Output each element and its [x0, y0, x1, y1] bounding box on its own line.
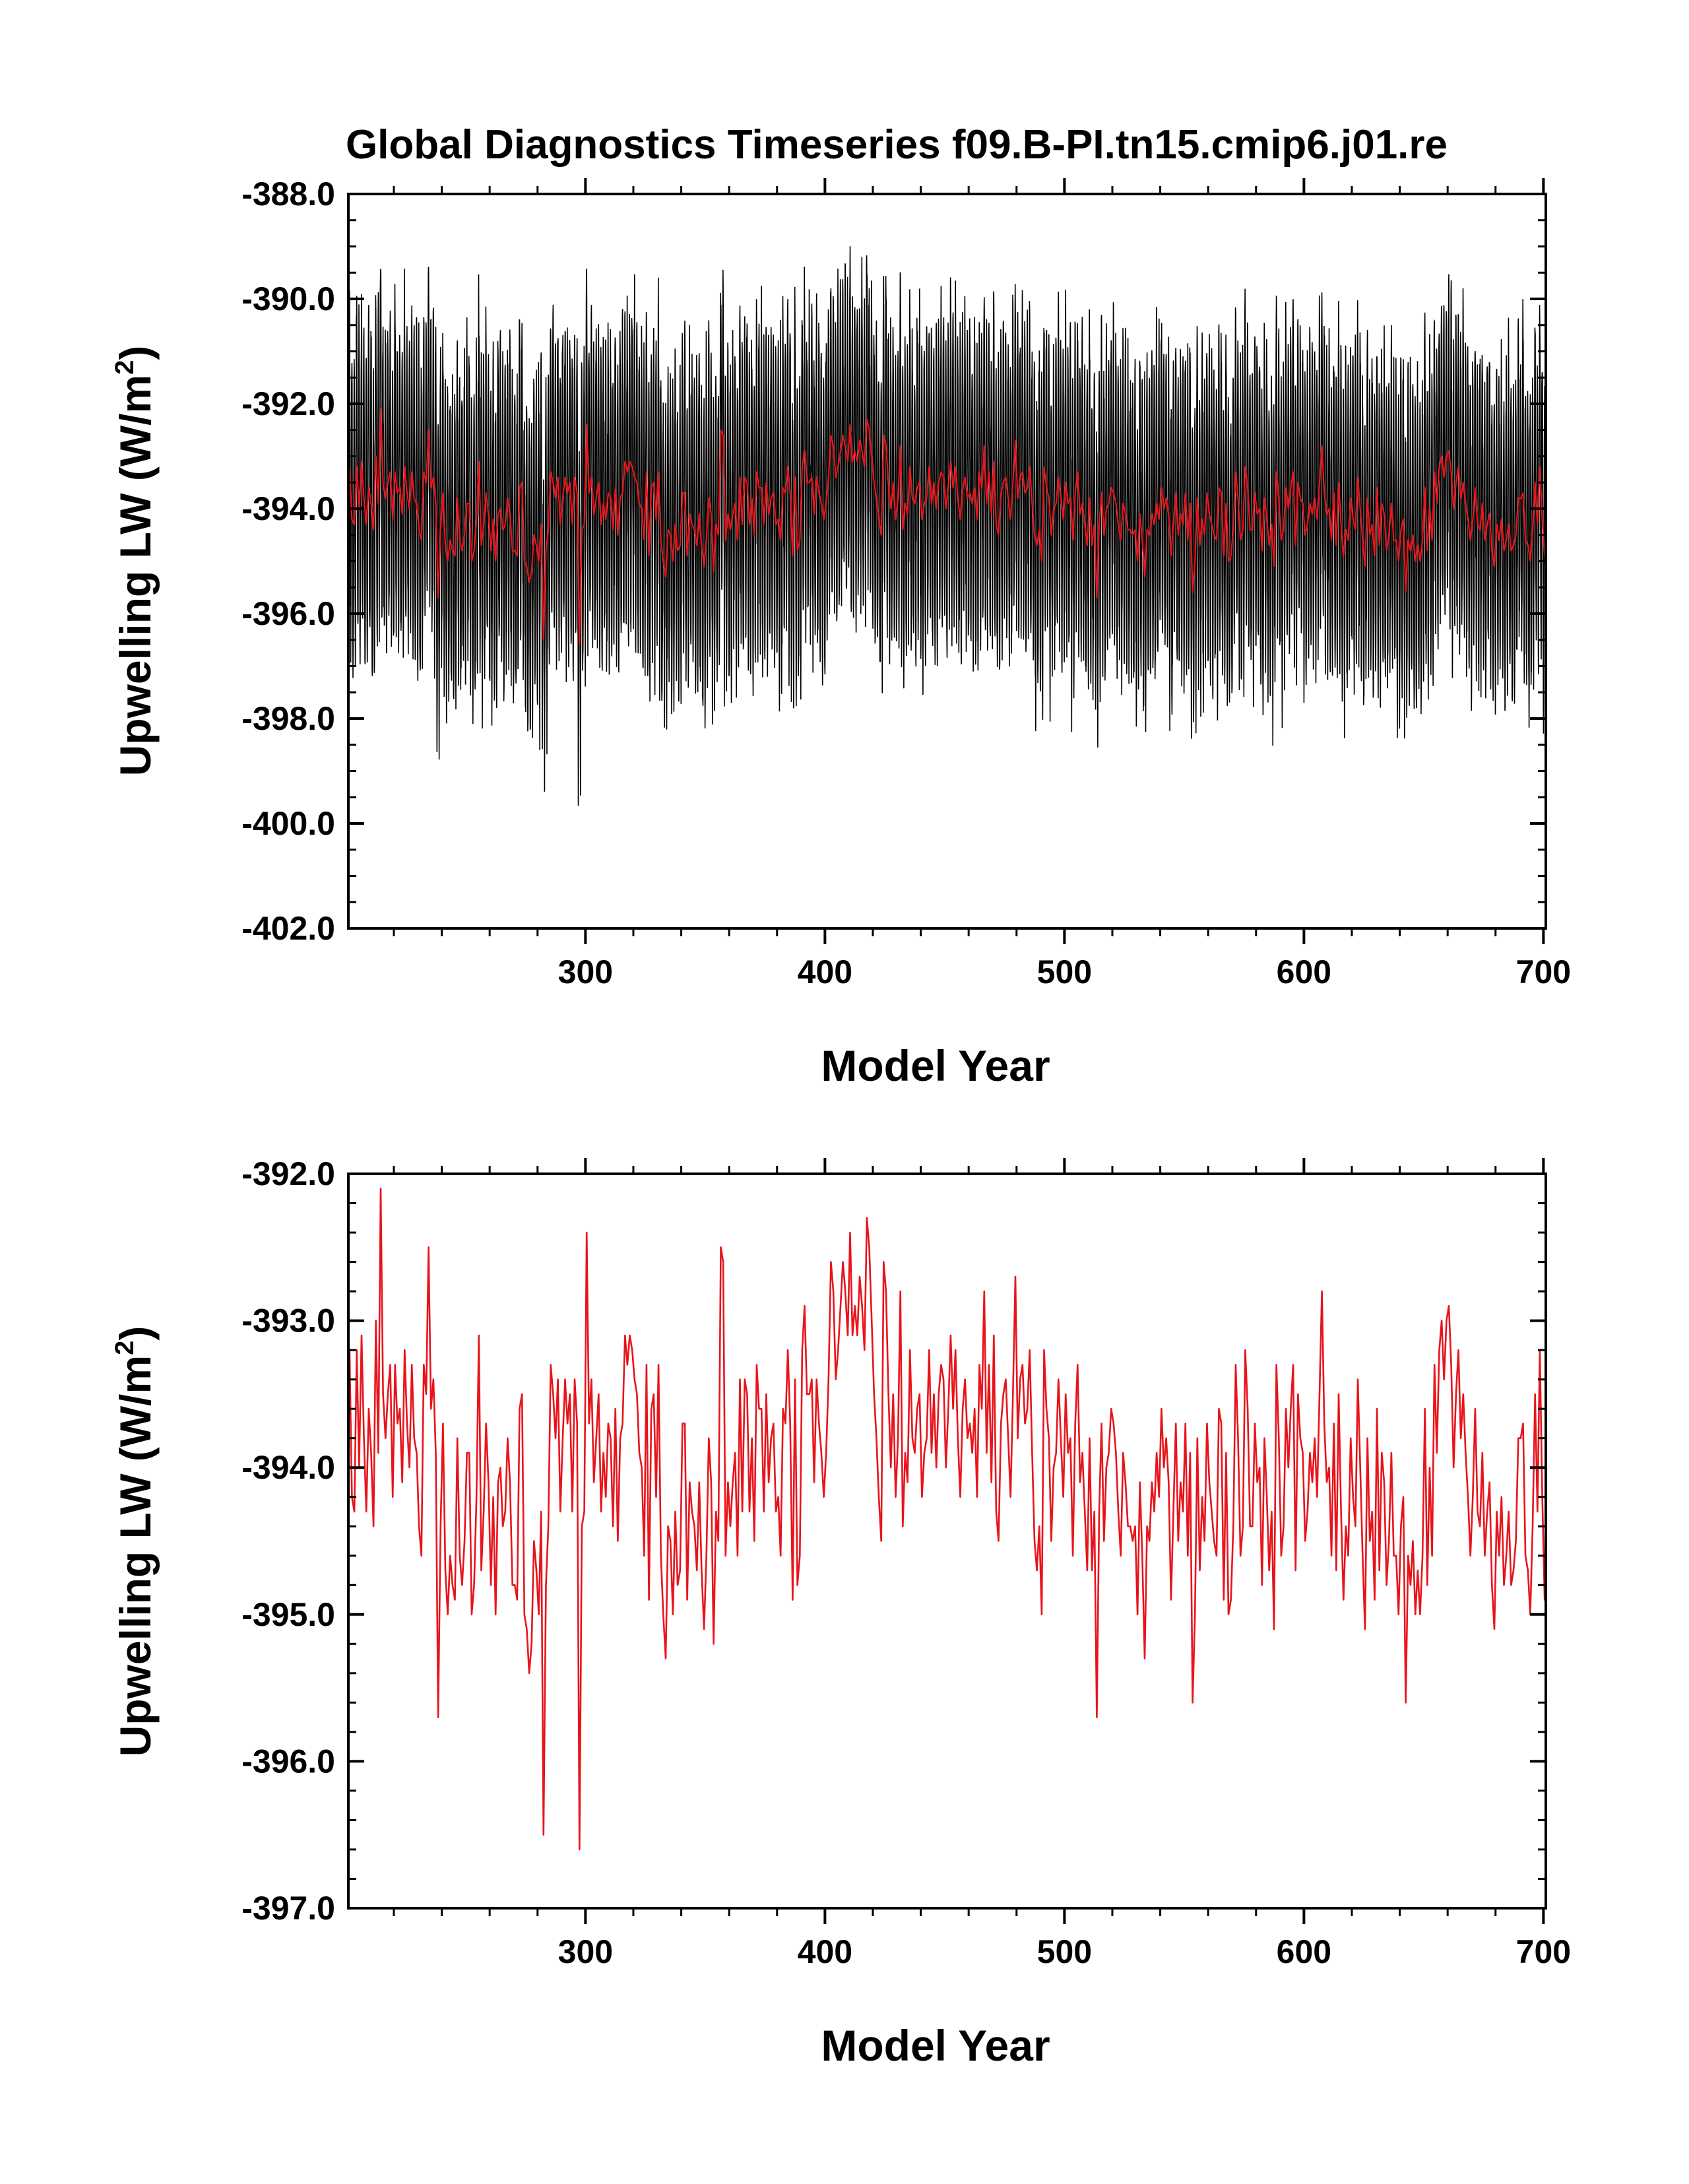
y-tick-label: -395.0	[241, 1596, 335, 1633]
y-tick-label: -400.0	[241, 805, 335, 842]
superscript: 2	[110, 1341, 139, 1355]
x-tick-label: 600	[1277, 1933, 1331, 1970]
y-tick-label: -388.0	[241, 176, 335, 212]
annual-series-line	[348, 1188, 1546, 1851]
y-tick-label: -394.0	[241, 490, 335, 527]
bottom-chart-y-axis-label: Upwelling LW (W/m2)	[110, 1326, 160, 1757]
bottom-chart-frame	[347, 1172, 1547, 1910]
y-tick-label: -394.0	[241, 1449, 335, 1486]
monthly-series-line	[348, 246, 1546, 806]
y-tick-label: -397.0	[241, 1890, 335, 1927]
x-tick-label: 500	[1037, 1933, 1092, 1970]
y-tick-label: -396.0	[241, 595, 335, 632]
y-tick-label: -398.0	[241, 700, 335, 737]
top-chart-x-tick-labels: 300 400 500 600 700	[558, 953, 1571, 990]
y-tick-label: -392.0	[241, 385, 335, 422]
bottom-chart-x-tick-labels: 300 400 500 600 700	[558, 1933, 1571, 1970]
x-tick-label: 300	[558, 953, 613, 990]
x-tick-label: 700	[1516, 1933, 1571, 1970]
annual-series-line	[348, 408, 1546, 646]
superscript: 2	[110, 360, 139, 375]
x-tick-label: 600	[1277, 953, 1331, 990]
top-chart: -388.0 -390.0 -392.0 -394.0 -396.0 -398.…	[110, 176, 1571, 1090]
top-chart-ticks	[348, 178, 1546, 944]
bottom-chart-ticks	[348, 1158, 1546, 1924]
x-tick-label: 400	[798, 953, 852, 990]
y-tick-label: -402.0	[241, 910, 335, 947]
top-chart-y-tick-labels: -388.0 -390.0 -392.0 -394.0 -396.0 -398.…	[241, 176, 335, 947]
bottom-chart-y-tick-labels: -392.0 -393.0 -394.0 -395.0 -396.0 -397.…	[241, 1155, 335, 1927]
y-tick-label: -393.0	[241, 1302, 335, 1339]
top-chart-y-axis-label: Upwelling LW (W/m2)	[110, 346, 160, 777]
x-tick-label: 500	[1037, 953, 1092, 990]
top-chart-x-axis-label: Model Year	[821, 1041, 1050, 1090]
x-tick-label: 700	[1516, 953, 1571, 990]
top-chart-plot-area	[348, 246, 1546, 806]
bottom-chart-x-axis-label: Model Year	[821, 2021, 1050, 2070]
x-tick-label: 400	[798, 1933, 852, 1970]
bottom-chart: -392.0 -393.0 -394.0 -395.0 -396.0 -397.…	[110, 1155, 1571, 2070]
y-tick-label: -392.0	[241, 1155, 335, 1192]
bottom-chart-plot-area	[348, 1188, 1546, 1851]
x-tick-label: 300	[558, 1933, 613, 1970]
chart-title: Global Diagnostics Timeseries f09.B-PI.t…	[346, 122, 1448, 168]
y-tick-label: -396.0	[241, 1743, 335, 1780]
y-tick-label: -390.0	[241, 280, 335, 317]
